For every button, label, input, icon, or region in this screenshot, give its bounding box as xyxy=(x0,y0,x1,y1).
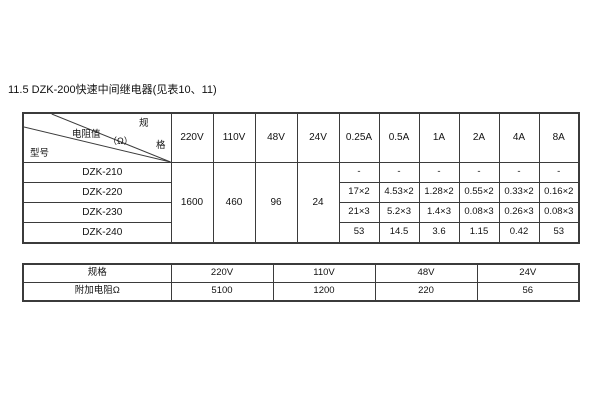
cell-r1-c4: 0.33×2 xyxy=(498,182,540,203)
header-voltage-24v: 24V xyxy=(296,112,340,163)
header-current-1a: 1A xyxy=(418,112,460,163)
model-dzk-230: DZK-230 xyxy=(22,202,172,223)
cell-r0-c5: - xyxy=(538,162,580,183)
corner-diagonal-lines-icon xyxy=(24,114,171,162)
sub-table-header-row: 规格 220V 110V 48V 24V xyxy=(22,263,580,283)
page-title: 11.5 DZK-200快速中间继电器(见表10、11) xyxy=(8,84,217,96)
sub-spec-110v: 110V xyxy=(272,263,376,283)
value-24v: 24 xyxy=(296,162,340,244)
cell-r2-c1: 5.2×3 xyxy=(378,202,420,223)
cell-r2-c5: 0.08×3 xyxy=(538,202,580,223)
header-current-0.25a: 0.25A xyxy=(338,112,380,163)
cell-r2-c0: 21×3 xyxy=(338,202,380,223)
table-header-row: 规 格 电阻值 （Ω） 型号 220V 110V 48V 24V 0.25A 0… xyxy=(22,112,580,163)
value-110v: 460 xyxy=(212,162,256,244)
sub-spec-48v: 48V xyxy=(374,263,478,283)
cell-r3-c1: 14.5 xyxy=(378,222,420,244)
cell-r2-c4: 0.26×3 xyxy=(498,202,540,223)
cell-r1-c0: 17×2 xyxy=(338,182,380,203)
table-row: DZK-240 53 14.5 3.6 1.15 0.42 53 xyxy=(22,222,580,244)
cell-r0-c1: - xyxy=(378,162,420,183)
sub-table-value-row: 附加电阻Ω 5100 1200 220 56 xyxy=(22,282,580,302)
cell-r0-c4: - xyxy=(498,162,540,183)
cell-r3-c3: 1.15 xyxy=(458,222,500,244)
header-voltage-110v: 110V xyxy=(212,112,256,163)
header-voltage-220v: 220V xyxy=(170,112,214,163)
header-current-0.5a: 0.5A xyxy=(378,112,420,163)
model-dzk-220: DZK-220 xyxy=(22,182,172,203)
corner-spec-char-1: 规 xyxy=(138,118,149,129)
cell-r1-c3: 0.55×2 xyxy=(458,182,500,203)
corner-resistance-label: 电阻值 xyxy=(72,129,101,140)
sub-resistance-48v: 220 xyxy=(374,282,478,302)
cell-r2-c2: 1.4×3 xyxy=(418,202,460,223)
model-dzk-210: DZK-210 xyxy=(22,162,172,183)
cell-r1-c1: 4.53×2 xyxy=(378,182,420,203)
sub-resistance-110v: 1200 xyxy=(272,282,376,302)
table-row: DZK-210 1600 460 96 24 - - - - - - xyxy=(22,162,580,244)
cell-r0-c2: - xyxy=(418,162,460,183)
corner-spec-char-2: 格 xyxy=(155,139,166,151)
cell-r0-c0: - xyxy=(338,162,380,183)
cell-r0-c3: - xyxy=(458,162,500,183)
cell-r3-c5: 53 xyxy=(538,222,580,244)
sub-resistance-220v: 5100 xyxy=(170,282,274,302)
sub-spec-220v: 220V xyxy=(170,263,274,283)
main-parameter-table: 规 格 电阻值 （Ω） 型号 220V 110V 48V 24V 0.25A 0… xyxy=(22,112,580,244)
corner-model-label: 型号 xyxy=(30,147,50,159)
header-current-2a: 2A xyxy=(458,112,500,163)
header-current-8a: 8A xyxy=(538,112,580,163)
cell-r1-c2: 1.28×2 xyxy=(418,182,460,203)
cell-r3-c0: 53 xyxy=(338,222,380,244)
cell-r3-c4: 0.42 xyxy=(498,222,540,244)
cell-r2-c3: 0.08×3 xyxy=(458,202,500,223)
corner-resistance-unit: （Ω） xyxy=(108,136,133,146)
table-row: DZK-230 21×3 5.2×3 1.4×3 0.08×3 0.26×3 0… xyxy=(22,202,580,223)
cell-r1-c5: 0.16×2 xyxy=(538,182,580,203)
sub-row-label-spec: 规格 xyxy=(22,263,172,283)
header-current-4a: 4A xyxy=(498,112,540,163)
model-dzk-240: DZK-240 xyxy=(22,222,172,244)
additional-resistance-table: 规格 220V 110V 48V 24V 附加电阻Ω 5100 1200 220… xyxy=(22,263,580,302)
sub-resistance-24v: 56 xyxy=(476,282,580,302)
sub-spec-24v: 24V xyxy=(476,263,580,283)
value-48v: 96 xyxy=(254,162,298,244)
corner-header-cell: 规 格 电阻值 （Ω） 型号 xyxy=(22,112,172,163)
value-220v: 1600 xyxy=(170,162,214,244)
cell-r3-c2: 3.6 xyxy=(418,222,460,244)
sub-row-label-resistance: 附加电阻Ω xyxy=(22,282,172,302)
header-voltage-48v: 48V xyxy=(254,112,298,163)
